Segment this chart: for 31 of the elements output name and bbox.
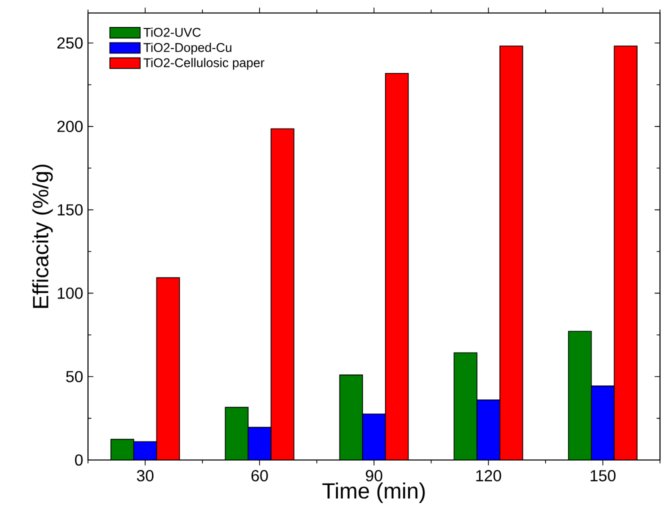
bar (133, 441, 158, 460)
bar (248, 426, 272, 460)
y-tick-label: 150 (58, 204, 83, 216)
bar (590, 386, 615, 460)
y-axis-title: Efficacity (%/g) (32, 164, 53, 308)
legend-label: TiO2-Cellulosic paper (144, 58, 264, 70)
y-tick-label: 100 (58, 288, 83, 299)
x-tick-label: 120 (476, 470, 502, 482)
x-tick-label: 90 (366, 470, 382, 482)
bar (156, 277, 180, 460)
bar (224, 406, 249, 460)
bar (476, 400, 500, 460)
x-tick-label: 150 (590, 470, 616, 482)
bar (339, 374, 363, 460)
x-tick-label: 60 (252, 470, 268, 482)
bar (614, 46, 638, 460)
x-tick-label: 30 (136, 470, 154, 482)
bar (454, 352, 478, 460)
y-tick-label: 50 (66, 370, 83, 382)
x-axis-title: Time (min) (322, 482, 425, 504)
bar (270, 128, 294, 460)
legend-label: TiO2-UVC (144, 28, 201, 37)
legend-label: TiO2-Doped-Cu (144, 42, 232, 55)
bar (362, 414, 386, 460)
y-tick-label: 200 (57, 120, 83, 132)
bar (499, 46, 524, 460)
y-tick-label: 250 (57, 37, 83, 49)
bar (385, 72, 409, 460)
y-tick-label: 0 (75, 454, 83, 466)
bar (568, 330, 592, 460)
bar (110, 438, 134, 460)
